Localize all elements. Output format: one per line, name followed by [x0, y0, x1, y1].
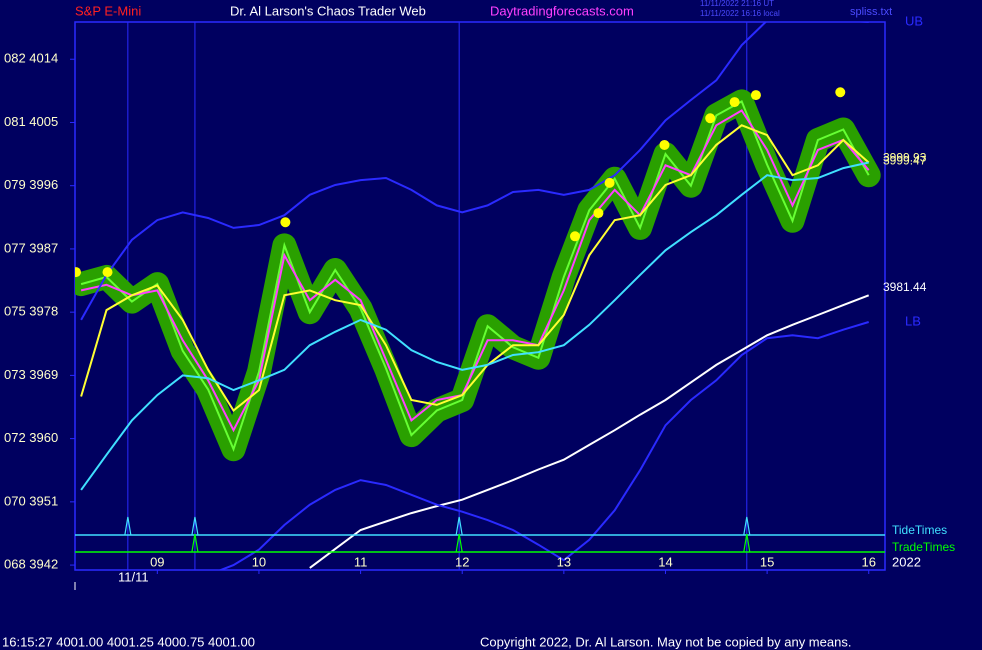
y-tick-label: 082 4014	[4, 51, 58, 66]
series-line	[80, 124, 870, 412]
plot-area	[75, 22, 881, 570]
y-tick-label: 077 3987	[4, 240, 58, 255]
x-tick-label: 10	[252, 554, 266, 569]
high-marker	[750, 90, 761, 101]
high-marker	[75, 267, 82, 278]
y-tick-label: 072 3960	[4, 430, 58, 445]
symbol: S&P E-Mini	[75, 3, 141, 18]
high-marker	[102, 267, 113, 278]
y-tick-label: 068 3942	[4, 557, 58, 572]
status-line: 16:15:27 4001.00 4001.25 4000.75 4001.00	[2, 634, 255, 649]
website: Daytradingforecasts.com	[490, 3, 634, 18]
end-value: 3999.93	[883, 150, 927, 164]
x-tick-label: 16	[862, 554, 876, 569]
event-spike	[191, 516, 199, 536]
high-marker	[835, 87, 846, 98]
date-label: 11/11	[118, 569, 149, 584]
chart-title: Dr. Al Larson's Chaos Trader Web	[230, 3, 426, 18]
x-tick-label: 09	[150, 554, 164, 569]
series-line	[309, 294, 870, 569]
y-tick-label: 075 3978	[4, 304, 58, 319]
timestamp: 11/11/2022 16:16 local	[700, 9, 780, 18]
event-label: TradeTimes	[892, 540, 955, 554]
event-spike	[743, 516, 751, 536]
end-value: 3999.47	[883, 153, 927, 167]
band-label: LB	[905, 313, 921, 328]
high-marker	[593, 208, 604, 219]
y-tick-label: 073 3969	[4, 367, 58, 382]
high-marker	[729, 97, 740, 108]
high-marker	[705, 113, 716, 124]
band-label: UB	[905, 13, 923, 28]
year-label: 2022	[892, 554, 921, 569]
price-halo	[75, 89, 881, 462]
copyright: Copyright 2022, Dr. Al Larson. May not b…	[480, 634, 851, 649]
end-value: 3981.44	[883, 280, 927, 294]
x-tick-label: 13	[557, 554, 571, 569]
y-tick-label: 070 3951	[4, 493, 58, 508]
high-marker	[570, 231, 581, 242]
x-tick-label: 14	[658, 554, 672, 569]
y-tick-label: 079 3996	[4, 177, 58, 192]
y-tick-label: 081 4005	[4, 114, 58, 129]
event-spike	[455, 516, 463, 536]
series-line	[80, 161, 869, 491]
event-spike	[455, 533, 463, 553]
high-marker	[604, 177, 615, 188]
file-name: spliss.txt	[850, 6, 892, 18]
plot-frame	[74, 21, 886, 571]
series-line	[80, 22, 869, 321]
series-line	[218, 321, 869, 570]
timestamp: 11/11/2022 21:16 UT	[700, 0, 774, 8]
x-tick-label: 11	[354, 554, 368, 569]
event-label: TideTimes	[892, 523, 947, 537]
high-marker	[659, 139, 670, 150]
event-spike	[743, 533, 751, 553]
x-tick-label: 12	[455, 554, 469, 569]
event-spike	[124, 516, 132, 536]
high-marker	[280, 217, 291, 228]
event-spike	[191, 533, 199, 553]
x-tick-label: 15	[760, 554, 774, 569]
